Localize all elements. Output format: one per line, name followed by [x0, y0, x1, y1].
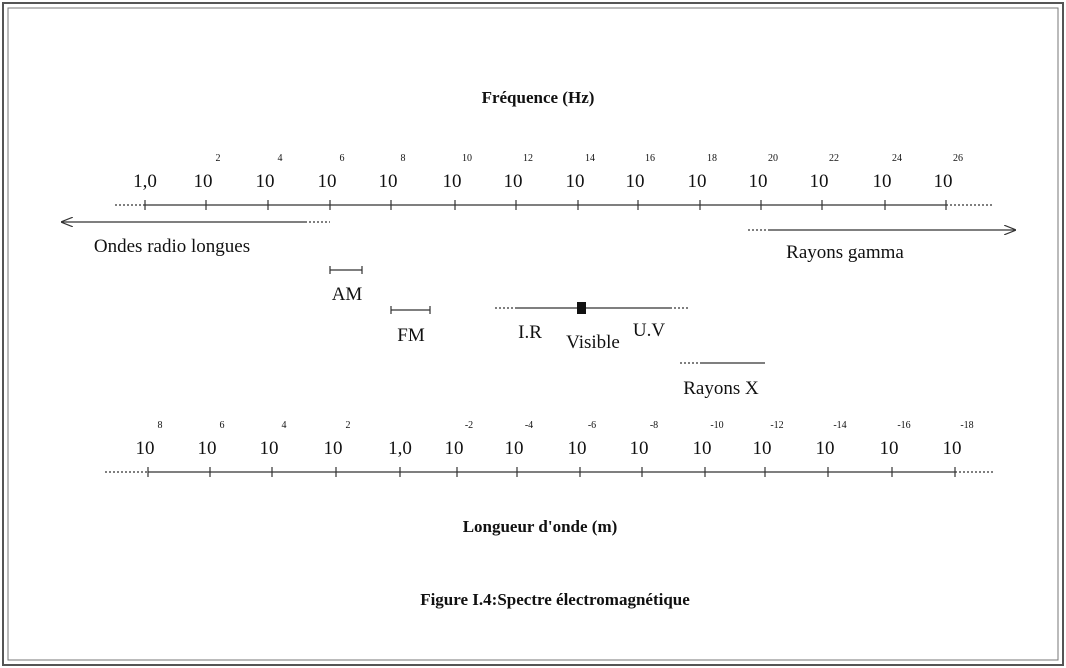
tick-base: 10 — [816, 438, 835, 459]
tick-exponent: 8 — [158, 420, 163, 431]
uv-label: U.V — [633, 320, 665, 341]
tick-exponent: 2 — [216, 153, 221, 164]
tick-base: 10 — [688, 171, 707, 192]
tick-exponent: 18 — [707, 153, 717, 164]
tick-base: 10 — [873, 171, 892, 192]
tick-exponent: 6 — [220, 420, 225, 431]
tick-base: 10 — [324, 438, 343, 459]
ir-label: I.R — [518, 322, 542, 343]
tick-base: 10 — [194, 171, 213, 192]
tick-exponent: -18 — [960, 420, 973, 431]
tick-base: 10 — [630, 438, 649, 459]
tick-exponent: 10 — [462, 153, 472, 164]
tick-exponent: 4 — [278, 153, 283, 164]
tick-exponent: 2 — [346, 420, 351, 431]
tick-base: 10 — [749, 171, 768, 192]
tick-exponent: -14 — [833, 420, 846, 431]
tick-base: 1,0 — [133, 171, 157, 192]
xray-label: Rayons X — [683, 378, 759, 399]
tick-exponent: 16 — [645, 153, 655, 164]
tick-exponent: 12 — [523, 153, 533, 164]
wavelength-title: Longueur d'onde (m) — [463, 517, 618, 536]
fm-label: FM — [397, 325, 425, 346]
tick-exponent: -6 — [588, 420, 596, 431]
tick-exponent: -4 — [525, 420, 533, 431]
frame-inner — [7, 7, 1059, 661]
radio-label: Ondes radio longues — [94, 236, 250, 257]
tick-base: 10 — [943, 438, 962, 459]
tick-base: 10 — [136, 438, 155, 459]
tick-exponent: -16 — [897, 420, 910, 431]
tick-exponent: -10 — [710, 420, 723, 431]
gamma-label: Rayons gamma — [786, 242, 904, 263]
tick-base: 10 — [934, 171, 953, 192]
tick-base: 10 — [626, 171, 645, 192]
tick-exponent: 20 — [768, 153, 778, 164]
tick-exponent: 22 — [829, 153, 839, 164]
am-label: AM — [332, 284, 363, 305]
tick-base: 10 — [693, 438, 712, 459]
tick-exponent: 6 — [340, 153, 345, 164]
tick-exponent: 4 — [282, 420, 287, 431]
tick-base: 10 — [504, 171, 523, 192]
visible-label: Visible — [566, 332, 620, 353]
tick-exponent: 14 — [585, 153, 595, 164]
tick-exponent: 24 — [892, 153, 902, 164]
tick-base: 10 — [318, 171, 337, 192]
tick-exponent: 8 — [401, 153, 406, 164]
tick-exponent: -2 — [465, 420, 473, 431]
frequency-title: Fréquence (Hz) — [482, 88, 595, 107]
tick-base: 10 — [568, 438, 587, 459]
tick-base: 10 — [810, 171, 829, 192]
caption: Figure I.4:Spectre électromagnétique — [420, 590, 690, 609]
tick-exponent: -12 — [770, 420, 783, 431]
bands — [62, 222, 1015, 364]
tick-base: 10 — [753, 438, 772, 459]
tick-base: 10 — [566, 171, 585, 192]
tick-exponent: -8 — [650, 420, 658, 431]
tick-base: 10 — [505, 438, 524, 459]
tick-base: 10 — [256, 171, 275, 192]
tick-base: 10 — [379, 171, 398, 192]
axes — [105, 204, 995, 473]
tick-base: 1,0 — [388, 438, 412, 459]
tick-exponent: 26 — [953, 153, 963, 164]
tick-base: 10 — [880, 438, 899, 459]
tick-base: 10 — [198, 438, 217, 459]
tick-base: 10 — [260, 438, 279, 459]
tick-base: 10 — [445, 438, 464, 459]
tick-base: 10 — [443, 171, 462, 192]
